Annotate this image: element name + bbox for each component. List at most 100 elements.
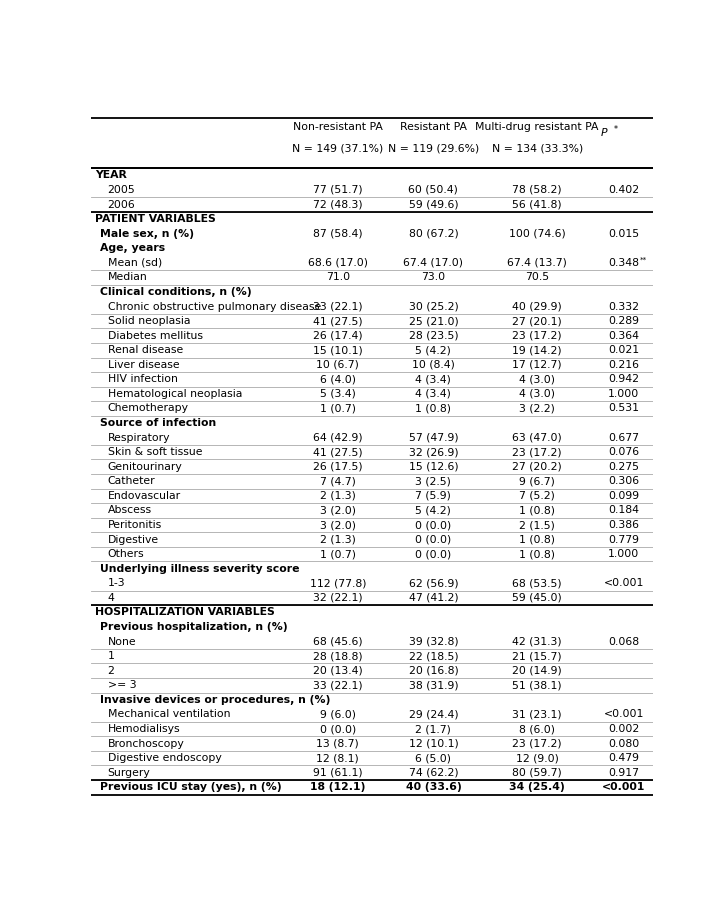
Text: 57 (47.9): 57 (47.9) — [409, 432, 458, 442]
Text: 0.080: 0.080 — [608, 739, 640, 749]
Text: 78 (58.2): 78 (58.2) — [513, 185, 562, 195]
Text: Hemodialisys: Hemodialisys — [107, 724, 180, 734]
Text: 9 (6.7): 9 (6.7) — [519, 476, 555, 486]
Text: 67.4 (13.7): 67.4 (13.7) — [507, 258, 567, 268]
Text: 2006: 2006 — [107, 200, 135, 209]
Text: 3 (2.5): 3 (2.5) — [415, 476, 452, 486]
Text: Resistant PA: Resistant PA — [400, 122, 467, 132]
Text: Previous hospitalization, n (%): Previous hospitalization, n (%) — [99, 622, 287, 632]
Text: 47 (41.2): 47 (41.2) — [409, 592, 458, 603]
Text: 0.002: 0.002 — [608, 724, 640, 734]
Text: 68.6 (17.0): 68.6 (17.0) — [308, 258, 368, 268]
Text: 80 (67.2): 80 (67.2) — [409, 228, 458, 238]
Text: 22 (18.5): 22 (18.5) — [409, 651, 458, 661]
Text: 4 (3.0): 4 (3.0) — [519, 374, 555, 385]
Text: *: * — [613, 125, 617, 134]
Text: N = 119 (29.6%): N = 119 (29.6%) — [388, 143, 479, 153]
Text: 31 (23.1): 31 (23.1) — [513, 709, 562, 719]
Text: 64 (42.9): 64 (42.9) — [313, 432, 362, 442]
Text: 6 (4.0): 6 (4.0) — [319, 374, 356, 385]
Text: 2 (1.3): 2 (1.3) — [320, 491, 356, 501]
Text: 15 (12.6): 15 (12.6) — [409, 462, 458, 472]
Text: 42 (31.3): 42 (31.3) — [513, 636, 562, 646]
Text: 73.0: 73.0 — [421, 272, 446, 282]
Text: 40 (33.6): 40 (33.6) — [406, 782, 461, 792]
Text: 34 (25.4): 34 (25.4) — [510, 782, 565, 792]
Text: 1 (0.7): 1 (0.7) — [319, 404, 356, 414]
Text: 0.348: 0.348 — [608, 258, 640, 268]
Text: 1 (0.7): 1 (0.7) — [319, 549, 356, 559]
Text: 0.099: 0.099 — [608, 491, 640, 501]
Text: Respiratory: Respiratory — [107, 432, 170, 442]
Text: Mean (sd): Mean (sd) — [107, 258, 162, 268]
Text: P: P — [601, 128, 608, 138]
Text: 3 (2.2): 3 (2.2) — [519, 404, 555, 414]
Text: 28 (23.5): 28 (23.5) — [409, 331, 458, 341]
Text: Hematological neoplasia: Hematological neoplasia — [107, 389, 242, 399]
Text: 60 (50.4): 60 (50.4) — [409, 185, 458, 195]
Text: 29 (24.4): 29 (24.4) — [409, 709, 458, 719]
Text: 0.917: 0.917 — [608, 768, 640, 778]
Text: 10 (6.7): 10 (6.7) — [317, 360, 359, 369]
Text: 41 (27.5): 41 (27.5) — [313, 316, 362, 326]
Text: 4: 4 — [107, 592, 115, 603]
Text: 21 (15.7): 21 (15.7) — [513, 651, 562, 661]
Text: 6 (5.0): 6 (5.0) — [415, 753, 452, 763]
Text: 41 (27.5): 41 (27.5) — [313, 447, 362, 458]
Text: 0 (0.0): 0 (0.0) — [415, 549, 452, 559]
Text: YEAR: YEAR — [95, 171, 127, 181]
Text: Bronchoscopy: Bronchoscopy — [107, 739, 184, 749]
Text: Genitourinary: Genitourinary — [107, 462, 182, 472]
Text: Renal disease: Renal disease — [107, 345, 183, 355]
Text: PATIENT VARIABLES: PATIENT VARIABLES — [95, 214, 216, 224]
Text: None: None — [107, 636, 136, 646]
Text: 2 (1.3): 2 (1.3) — [320, 535, 356, 545]
Text: Catheter: Catheter — [107, 476, 155, 486]
Text: 1 (0.8): 1 (0.8) — [415, 404, 452, 414]
Text: Previous ICU stay (yes), n (%): Previous ICU stay (yes), n (%) — [99, 782, 282, 792]
Text: 0 (0.0): 0 (0.0) — [415, 520, 452, 530]
Text: Invasive devices or procedures, n (%): Invasive devices or procedures, n (%) — [99, 695, 330, 705]
Text: HOSPITALIZATION VARIABLES: HOSPITALIZATION VARIABLES — [95, 608, 275, 618]
Text: 17 (12.7): 17 (12.7) — [513, 360, 562, 369]
Text: 77 (51.7): 77 (51.7) — [313, 185, 362, 195]
Text: 3 (2.0): 3 (2.0) — [319, 520, 356, 530]
Text: 26 (17.5): 26 (17.5) — [313, 462, 362, 472]
Text: <0.001: <0.001 — [604, 578, 644, 588]
Text: 70.5: 70.5 — [525, 272, 550, 282]
Text: 0.306: 0.306 — [608, 476, 640, 486]
Text: 4 (3.0): 4 (3.0) — [519, 389, 555, 399]
Text: 51 (38.1): 51 (38.1) — [513, 681, 562, 690]
Text: 12 (10.1): 12 (10.1) — [409, 739, 458, 749]
Text: 1.000: 1.000 — [608, 389, 640, 399]
Text: 63 (47.0): 63 (47.0) — [513, 432, 562, 442]
Text: Peritonitis: Peritonitis — [107, 520, 162, 530]
Text: Solid neoplasia: Solid neoplasia — [107, 316, 190, 326]
Text: N = 149 (37.1%): N = 149 (37.1%) — [292, 143, 383, 153]
Text: 2 (1.7): 2 (1.7) — [415, 724, 452, 734]
Text: 0.289: 0.289 — [608, 316, 640, 326]
Text: 1 (0.8): 1 (0.8) — [519, 505, 555, 515]
Text: 1: 1 — [107, 651, 115, 661]
Text: N = 134 (33.3%): N = 134 (33.3%) — [492, 143, 583, 153]
Text: 62 (56.9): 62 (56.9) — [409, 578, 458, 588]
Text: 0.531: 0.531 — [608, 404, 640, 414]
Text: 23 (17.2): 23 (17.2) — [513, 739, 562, 749]
Text: 26 (17.4): 26 (17.4) — [313, 331, 362, 341]
Text: Age, years: Age, years — [99, 244, 165, 254]
Text: 13 (8.7): 13 (8.7) — [317, 739, 359, 749]
Text: 0.275: 0.275 — [608, 462, 640, 472]
Text: 38 (31.9): 38 (31.9) — [409, 681, 458, 690]
Text: Chronic obstructive pulmonary disease: Chronic obstructive pulmonary disease — [107, 301, 321, 312]
Text: 68 (45.6): 68 (45.6) — [313, 636, 362, 646]
Text: 74 (62.2): 74 (62.2) — [409, 768, 458, 778]
Text: 0.479: 0.479 — [608, 753, 640, 763]
Text: Abscess: Abscess — [107, 505, 152, 515]
Text: 10 (8.4): 10 (8.4) — [412, 360, 455, 369]
Text: Chemotherapy: Chemotherapy — [107, 404, 189, 414]
Text: 12 (9.0): 12 (9.0) — [515, 753, 558, 763]
Text: 80 (59.7): 80 (59.7) — [513, 768, 562, 778]
Text: 0 (0.0): 0 (0.0) — [415, 535, 452, 545]
Text: 0.076: 0.076 — [608, 447, 640, 458]
Text: 12 (8.1): 12 (8.1) — [317, 753, 359, 763]
